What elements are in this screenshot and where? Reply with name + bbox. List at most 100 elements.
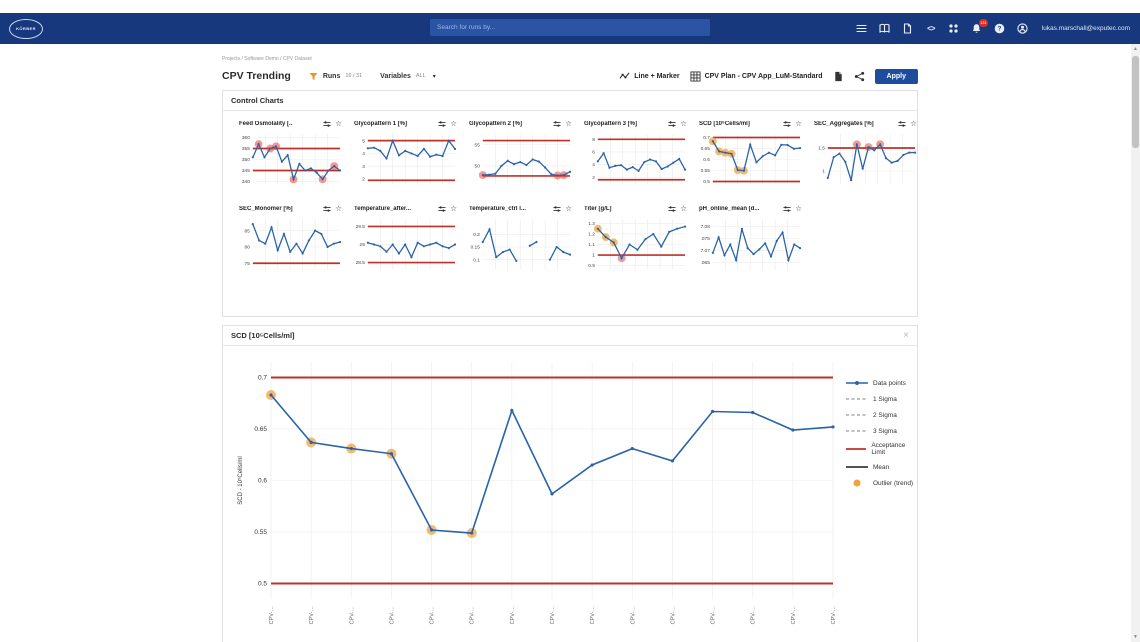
legend-item[interactable]: 1 Sigma [846, 394, 917, 404]
star-icon[interactable]: ☆ [335, 204, 342, 213]
scrollbar-thumb[interactable] [1132, 56, 1139, 148]
cpv-plan-selector[interactable]: CPV Plan - CPV App_LuM-Standard [690, 70, 823, 82]
apply-button[interactable]: Apply [874, 68, 918, 84]
menu-icon[interactable] [856, 23, 868, 35]
mini-chart-glycopattern_3[interactable]: Glycopattern 3 [%] ☆ 8 6 4 2 [578, 120, 689, 196]
star-icon[interactable]: ☆ [450, 204, 457, 213]
mini-chart-plot[interactable]: 55 50 [463, 129, 574, 191]
star-icon[interactable]: ☆ [565, 119, 572, 128]
mini-chart-glycopattern_1[interactable]: Glycopattern 1 [%] ☆ 5 4 3 2 [348, 120, 459, 196]
svg-text:CPV-…: CPV-… [470, 606, 476, 624]
star-icon[interactable]: ☆ [680, 119, 687, 128]
scroll-up-icon[interactable]: ▲ [1133, 46, 1138, 52]
line-marker-toggle[interactable]: Line + Marker [619, 71, 680, 82]
mini-chart-plot[interactable]: 1.51 [808, 129, 919, 191]
variables-filter[interactable]: Variables ALL ▾ [380, 73, 436, 80]
svg-text:1.2: 1.2 [588, 232, 595, 238]
mini-chart-temperature_ctrl[interactable]: Temperature_ctrl l... ☆ 0.2 0.15 0.1 [463, 205, 574, 281]
star-icon[interactable]: ☆ [680, 204, 687, 213]
svg-text:28.5: 28.5 [356, 260, 366, 266]
search-input[interactable] [430, 19, 710, 36]
sliders-icon[interactable] [898, 120, 906, 128]
legend-item[interactable]: Mean [846, 462, 917, 472]
mini-chart-plot[interactable]: 5 4 3 2 [348, 129, 459, 191]
grid-icon [690, 70, 701, 82]
mini-chart-plot[interactable]: 8 6 4 2 [578, 129, 689, 191]
sliders-icon[interactable] [783, 205, 791, 213]
mini-chart-title: Titer [g/L] [584, 206, 612, 212]
mini-chart-sec_monomer[interactable]: SEC_Monomer [%] ☆ 85 80 75 [233, 205, 344, 281]
star-icon[interactable]: ☆ [795, 119, 802, 128]
share-button[interactable] [854, 71, 865, 82]
bell-icon[interactable]: 131 [971, 18, 988, 35]
mini-chart-title: Glycopattern 3 [%] [584, 121, 638, 127]
sliders-icon[interactable] [438, 120, 446, 128]
sliders-icon[interactable] [783, 120, 791, 128]
sliders-icon[interactable] [553, 120, 561, 128]
mini-chart-feed_osmolality[interactable]: Feed Osmolality [.. ☆ 360 355 350 345 340 [233, 120, 344, 196]
mini-chart-title: Temperature_ctrl l... [469, 206, 526, 212]
runs-label: Runs [322, 72, 341, 80]
sliders-icon[interactable] [553, 205, 561, 213]
mini-chart-glycopattern_2[interactable]: Glycopattern 2 [%] ☆ 55 50 [463, 120, 574, 196]
scroll-down-icon[interactable]: ▼ [1133, 634, 1138, 640]
mini-chart-scd_mini[interactable]: SCD [10⁵Cells/ml] ☆ 0.7 0.65 0.6 0.55 0.5 [693, 120, 804, 196]
mini-chart-plot[interactable]: 85 80 75 [233, 214, 344, 276]
svg-text:75: 75 [245, 261, 251, 267]
mini-chart-temperature_after[interactable]: Temperature_after... ☆ 29.5 29 28.5 [348, 205, 459, 281]
line-marker-icon [619, 71, 630, 79]
legend-item[interactable]: 2 Sigma [846, 410, 917, 420]
svg-text:0.6: 0.6 [703, 157, 710, 163]
report-button[interactable] [833, 71, 844, 82]
breadcrumb[interactable]: Projects / Software Demo / CPV Dataset [222, 56, 312, 62]
user-email[interactable]: lukas.marschall@exputec.com [1041, 25, 1130, 32]
legend-item[interactable]: Acceptance Limit [846, 442, 917, 456]
mini-chart-plot[interactable]: 360 355 350 345 340 [233, 129, 344, 191]
svg-text:0.55: 0.55 [701, 168, 711, 174]
svg-text:0.65: 0.65 [254, 426, 267, 433]
sliders-icon[interactable] [668, 205, 676, 213]
star-icon[interactable]: ☆ [565, 204, 572, 213]
mini-chart-plot[interactable]: 1.3 1.2 1.1 1 0.9 [578, 214, 689, 276]
svg-text:7.08: 7.08 [701, 224, 711, 230]
help-icon[interactable]: ? [994, 23, 1006, 35]
close-icon[interactable]: × [903, 329, 909, 341]
legend-item[interactable]: 3 Sigma [846, 426, 917, 436]
legend-item[interactable]: Data points [846, 378, 917, 388]
mini-chart-plot[interactable]: 0.7 0.65 0.6 0.55 0.5 [693, 129, 804, 191]
user-avatar-icon[interactable] [1017, 23, 1029, 35]
svg-text:340: 340 [242, 179, 250, 185]
mini-chart-plot[interactable]: 0.2 0.15 0.1 [463, 214, 574, 276]
mini-chart-sec_aggregates[interactable]: SEC_Aggregates [%] ☆ 1.5 1 [808, 120, 919, 196]
legend-item[interactable]: Outlier (trend) [846, 478, 917, 488]
code-icon[interactable]: <> [927, 24, 935, 33]
mini-chart-plot[interactable]: 29.5 29 28.5 [348, 214, 459, 276]
sliders-icon[interactable] [438, 205, 446, 213]
runs-filter[interactable]: Runs 16 / 31 [309, 72, 362, 81]
mini-chart-titer[interactable]: Titer [g/L] ☆ 1.3 1.2 1.1 1 0.9 [578, 205, 689, 281]
mini-chart-title: pH_online_mean [d... [699, 206, 760, 212]
svg-text:SCD - 10⁵Cells/ml: SCD - 10⁵Cells/ml [237, 456, 244, 505]
star-icon[interactable]: ☆ [910, 119, 917, 128]
document-icon[interactable] [902, 23, 914, 35]
mini-chart-ph_online_mean[interactable]: pH_online_mean [d... ☆ 7.08 .075 7.07 .065 [693, 205, 804, 281]
vertical-scrollbar[interactable]: ▲ ▼ [1131, 44, 1140, 642]
star-icon[interactable]: ☆ [795, 204, 802, 213]
sliders-icon[interactable] [668, 120, 676, 128]
sliders-icon[interactable] [323, 120, 331, 128]
mini-chart-plot[interactable]: 7.08 .075 7.07 .065 [693, 214, 804, 276]
sliders-icon[interactable] [323, 205, 331, 213]
detail-chart[interactable]: 0.7 0.65 0.6 0.55 0.5 SCD - 10⁵Cells/ml CPV-… C… [231, 348, 841, 642]
logo-text: KÖRBER [16, 26, 36, 31]
star-icon[interactable]: ☆ [450, 119, 457, 128]
koerber-logo[interactable]: KÖRBER [9, 18, 43, 39]
mini-chart-title: Glycopattern 1 [%] [354, 121, 408, 127]
svg-text:?: ? [998, 26, 1002, 33]
svg-text:CPV-…: CPV-… [711, 606, 717, 624]
svg-text:CPV-…: CPV-… [751, 606, 757, 624]
book-icon[interactable] [879, 23, 891, 35]
svg-text:0.9: 0.9 [588, 263, 595, 269]
star-icon[interactable]: ☆ [335, 119, 342, 128]
svg-text:29: 29 [360, 242, 366, 248]
apps-icon[interactable] [948, 23, 960, 35]
